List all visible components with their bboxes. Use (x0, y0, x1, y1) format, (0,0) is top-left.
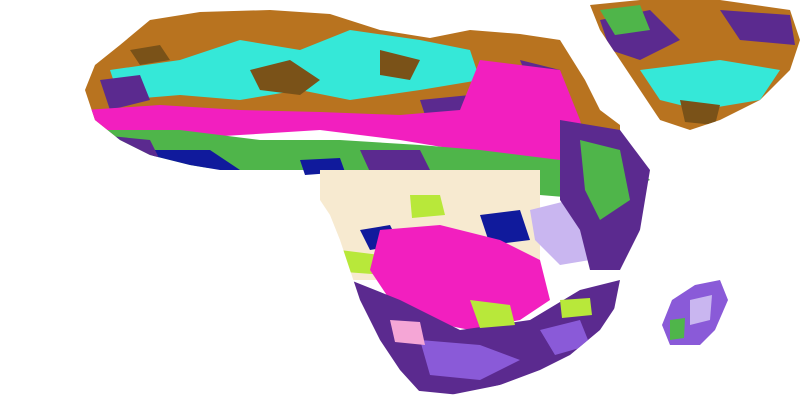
east-africa-green (580, 140, 630, 220)
southern-magenta (370, 225, 550, 330)
arabia-cyan (640, 60, 780, 110)
madagascar (662, 280, 728, 345)
arabia-green (600, 5, 650, 35)
arabia-dark-brown (680, 100, 720, 125)
congo-dark-blue (360, 210, 530, 250)
madagascar-green (670, 318, 685, 340)
southern-lime (470, 298, 592, 328)
madagascar-lavender (690, 295, 712, 325)
west-africa-purple (100, 135, 430, 172)
arabia-purple (600, 10, 795, 60)
sahara-dark-patches (130, 45, 420, 95)
africa-landmass (85, 10, 650, 395)
red-sea (580, 30, 660, 130)
southern-violet (420, 320, 590, 380)
southern-pink (390, 320, 425, 345)
